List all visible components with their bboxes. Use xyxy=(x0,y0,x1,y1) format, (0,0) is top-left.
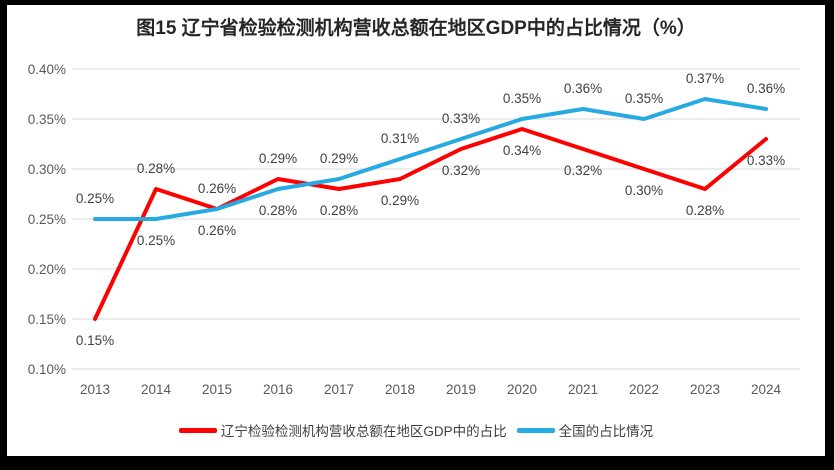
legend-label-national: 全国的占比情况 xyxy=(558,424,654,439)
chart-legend: 辽宁检验检测机构营收总额在地区GDP中的占比 全国的占比情况 xyxy=(7,419,825,441)
data-label: 0.15% xyxy=(76,333,114,348)
data-label: 0.28% xyxy=(686,203,724,218)
legend-label-liaoning: 辽宁检验检测机构营收总额在地区GDP中的占比 xyxy=(220,424,507,439)
y-axis-tick-label: 0.40% xyxy=(28,62,66,77)
x-axis-tick-label: 2022 xyxy=(629,382,659,397)
legend-swatch-liaoning xyxy=(178,427,217,433)
data-label: 0.31% xyxy=(381,131,419,146)
data-label: 0.35% xyxy=(625,91,663,106)
data-label: 0.33% xyxy=(747,153,785,168)
data-label: 0.32% xyxy=(564,163,602,178)
data-label: 0.26% xyxy=(198,181,236,196)
data-label: 0.29% xyxy=(259,151,297,166)
legend-swatch-national xyxy=(516,427,555,433)
chart-title: 图15 辽宁省检验检测机构营收总额在地区GDP中的占比情况（%） xyxy=(136,18,696,39)
y-axis-tick-label: 0.35% xyxy=(28,112,66,127)
data-label: 0.37% xyxy=(686,71,724,86)
data-label: 0.30% xyxy=(625,183,663,198)
data-label: 0.28% xyxy=(320,203,358,218)
x-axis-tick-label: 2015 xyxy=(202,382,232,397)
data-label: 0.33% xyxy=(442,111,480,126)
legend-item-liaoning: 辽宁检验检测机构营收总额在地区GDP中的占比 xyxy=(178,420,507,440)
x-axis-tick-label: 2023 xyxy=(690,382,720,397)
x-axis-tick-label: 2017 xyxy=(324,382,354,397)
data-label: 0.26% xyxy=(198,223,236,238)
x-axis-tick-label: 2019 xyxy=(446,382,476,397)
legend-item-national: 全国的占比情况 xyxy=(516,420,654,440)
x-axis-tick-label: 2024 xyxy=(751,382,782,397)
y-axis-tick-label: 0.15% xyxy=(28,312,66,327)
national-series-line xyxy=(93,97,768,221)
y-axis-tick-label: 0.25% xyxy=(28,212,66,227)
data-label: 0.29% xyxy=(320,151,358,166)
x-axis-tick-label: 2013 xyxy=(80,382,110,397)
data-label: 0.36% xyxy=(564,81,602,96)
x-axis-tick-label: 2018 xyxy=(385,382,415,397)
liaoning-series-line xyxy=(93,127,768,321)
x-axis-tick-label: 2020 xyxy=(507,382,537,397)
y-axis-tick-label: 0.10% xyxy=(28,362,66,377)
data-label: 0.28% xyxy=(259,203,297,218)
data-label: 0.29% xyxy=(381,193,419,208)
data-label: 0.36% xyxy=(747,81,785,96)
data-label: 0.25% xyxy=(137,233,175,248)
data-label: 0.25% xyxy=(76,191,114,206)
data-label: 0.32% xyxy=(442,163,480,178)
data-label: 0.34% xyxy=(503,143,541,158)
chart-panel xyxy=(7,5,825,456)
data-label: 0.35% xyxy=(503,91,541,106)
x-axis-tick-label: 2014 xyxy=(141,382,172,397)
y-axis-tick-label: 0.20% xyxy=(28,262,66,277)
x-axis-tick-label: 2016 xyxy=(263,382,293,397)
y-axis-tick-label: 0.30% xyxy=(28,162,66,177)
data-label: 0.28% xyxy=(137,161,175,176)
x-axis-tick-label: 2021 xyxy=(568,382,598,397)
